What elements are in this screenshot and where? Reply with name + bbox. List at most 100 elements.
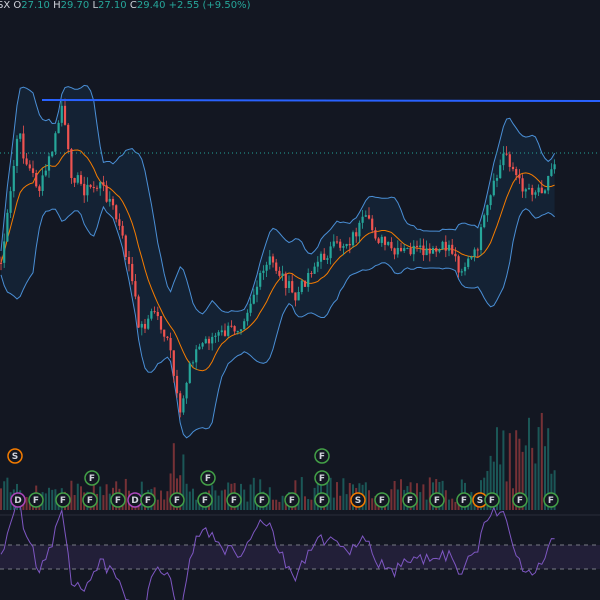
marker-circle	[84, 470, 100, 486]
candle-body	[483, 215, 486, 228]
volume-bar	[521, 451, 524, 510]
event-marker: F	[55, 492, 71, 508]
candle-body	[531, 187, 534, 195]
change: +2.55	[169, 0, 200, 11]
volume-bar	[3, 481, 6, 510]
candle-body	[479, 227, 483, 251]
marker-label: F	[289, 496, 295, 506]
candle-body	[348, 243, 351, 246]
candle-body	[259, 272, 262, 287]
volume-bar	[444, 490, 447, 510]
candle-body	[249, 303, 252, 313]
event-marker: F	[200, 470, 216, 486]
volume-bar	[281, 495, 284, 510]
volume-bar	[499, 464, 502, 510]
candle-body	[236, 331, 239, 333]
candle-body	[166, 336, 169, 338]
candle-body	[86, 184, 89, 196]
candle-body	[150, 311, 153, 319]
volume-bar	[182, 454, 185, 510]
marker-label: F	[489, 496, 495, 506]
event-marker: F	[512, 492, 528, 508]
marker-circle	[314, 470, 330, 486]
event-marker: S	[350, 492, 366, 508]
marker-circle	[543, 492, 559, 508]
event-marker: F	[254, 492, 270, 508]
candle-body	[345, 243, 348, 247]
candle-body	[310, 272, 313, 274]
candle-body	[153, 311, 156, 313]
candle-body	[233, 326, 236, 332]
volume-bar	[246, 501, 249, 510]
candle-body	[191, 362, 195, 364]
candle-body	[553, 164, 556, 170]
volume-bar	[99, 486, 102, 510]
candle-body	[502, 153, 505, 166]
volume-bar	[454, 501, 457, 510]
candle-body	[265, 264, 268, 271]
event-marker: F	[82, 492, 98, 508]
candle-body	[182, 398, 185, 413]
marker-label: F	[434, 496, 440, 506]
ohlc-value: 27.10	[98, 0, 127, 11]
volume-bar	[537, 427, 540, 510]
candle-body	[275, 262, 278, 271]
marker-circle	[140, 492, 156, 508]
bollinger-fill	[1, 85, 555, 438]
volume-bar	[336, 482, 338, 510]
candle-body	[495, 178, 499, 181]
candle-body	[294, 292, 297, 301]
candle-body	[281, 273, 284, 276]
candle-body	[371, 218, 374, 231]
marker-label: F	[407, 496, 413, 506]
candle-body	[537, 187, 540, 193]
volume-bar	[550, 473, 553, 510]
volume-bar	[243, 489, 246, 510]
change-pct: (+9.50%)	[203, 0, 251, 11]
volume-bar	[547, 428, 550, 510]
volume-bar	[528, 417, 530, 510]
marker-circle	[314, 448, 330, 464]
volume-bar	[160, 490, 162, 510]
candle-body	[511, 166, 515, 170]
candle-body	[63, 105, 67, 125]
candle-body	[172, 350, 175, 376]
candle-body	[38, 186, 41, 192]
candle-body	[441, 241, 444, 250]
candle-body	[118, 219, 121, 226]
candle-body	[51, 151, 54, 157]
marker-label: F	[259, 496, 265, 506]
marker-label: S	[477, 496, 483, 506]
marker-circle	[197, 492, 213, 508]
event-marker: F	[314, 470, 330, 486]
marker-label: F	[461, 496, 467, 506]
candle-body	[252, 294, 255, 304]
volume-bar	[214, 490, 217, 510]
volume-bar	[508, 433, 511, 510]
candle-body	[540, 187, 543, 194]
marker-circle	[402, 492, 418, 508]
volume-bar	[73, 495, 76, 510]
bollinger-lower	[0, 205, 555, 439]
candle-body	[44, 170, 47, 176]
volume-bar	[451, 498, 454, 510]
candle-body	[499, 165, 502, 179]
volume-bar	[364, 482, 367, 510]
marker-label: D	[14, 496, 21, 506]
event-marker: F	[456, 492, 472, 508]
candle-body	[543, 190, 547, 194]
candle-body	[515, 169, 518, 176]
candle-body	[121, 225, 124, 236]
candle-body	[239, 329, 243, 332]
marker-label: F	[548, 496, 554, 506]
marker-label: F	[319, 452, 325, 462]
marker-label: F	[205, 474, 211, 484]
candle-body	[25, 158, 28, 165]
volume-bar	[80, 486, 82, 510]
volume-bar	[102, 495, 105, 510]
event-marker: F	[28, 492, 44, 508]
candle-body	[291, 281, 294, 293]
event-marker: D	[127, 492, 143, 508]
volume-bar	[368, 490, 370, 510]
volume-bar	[489, 455, 492, 510]
